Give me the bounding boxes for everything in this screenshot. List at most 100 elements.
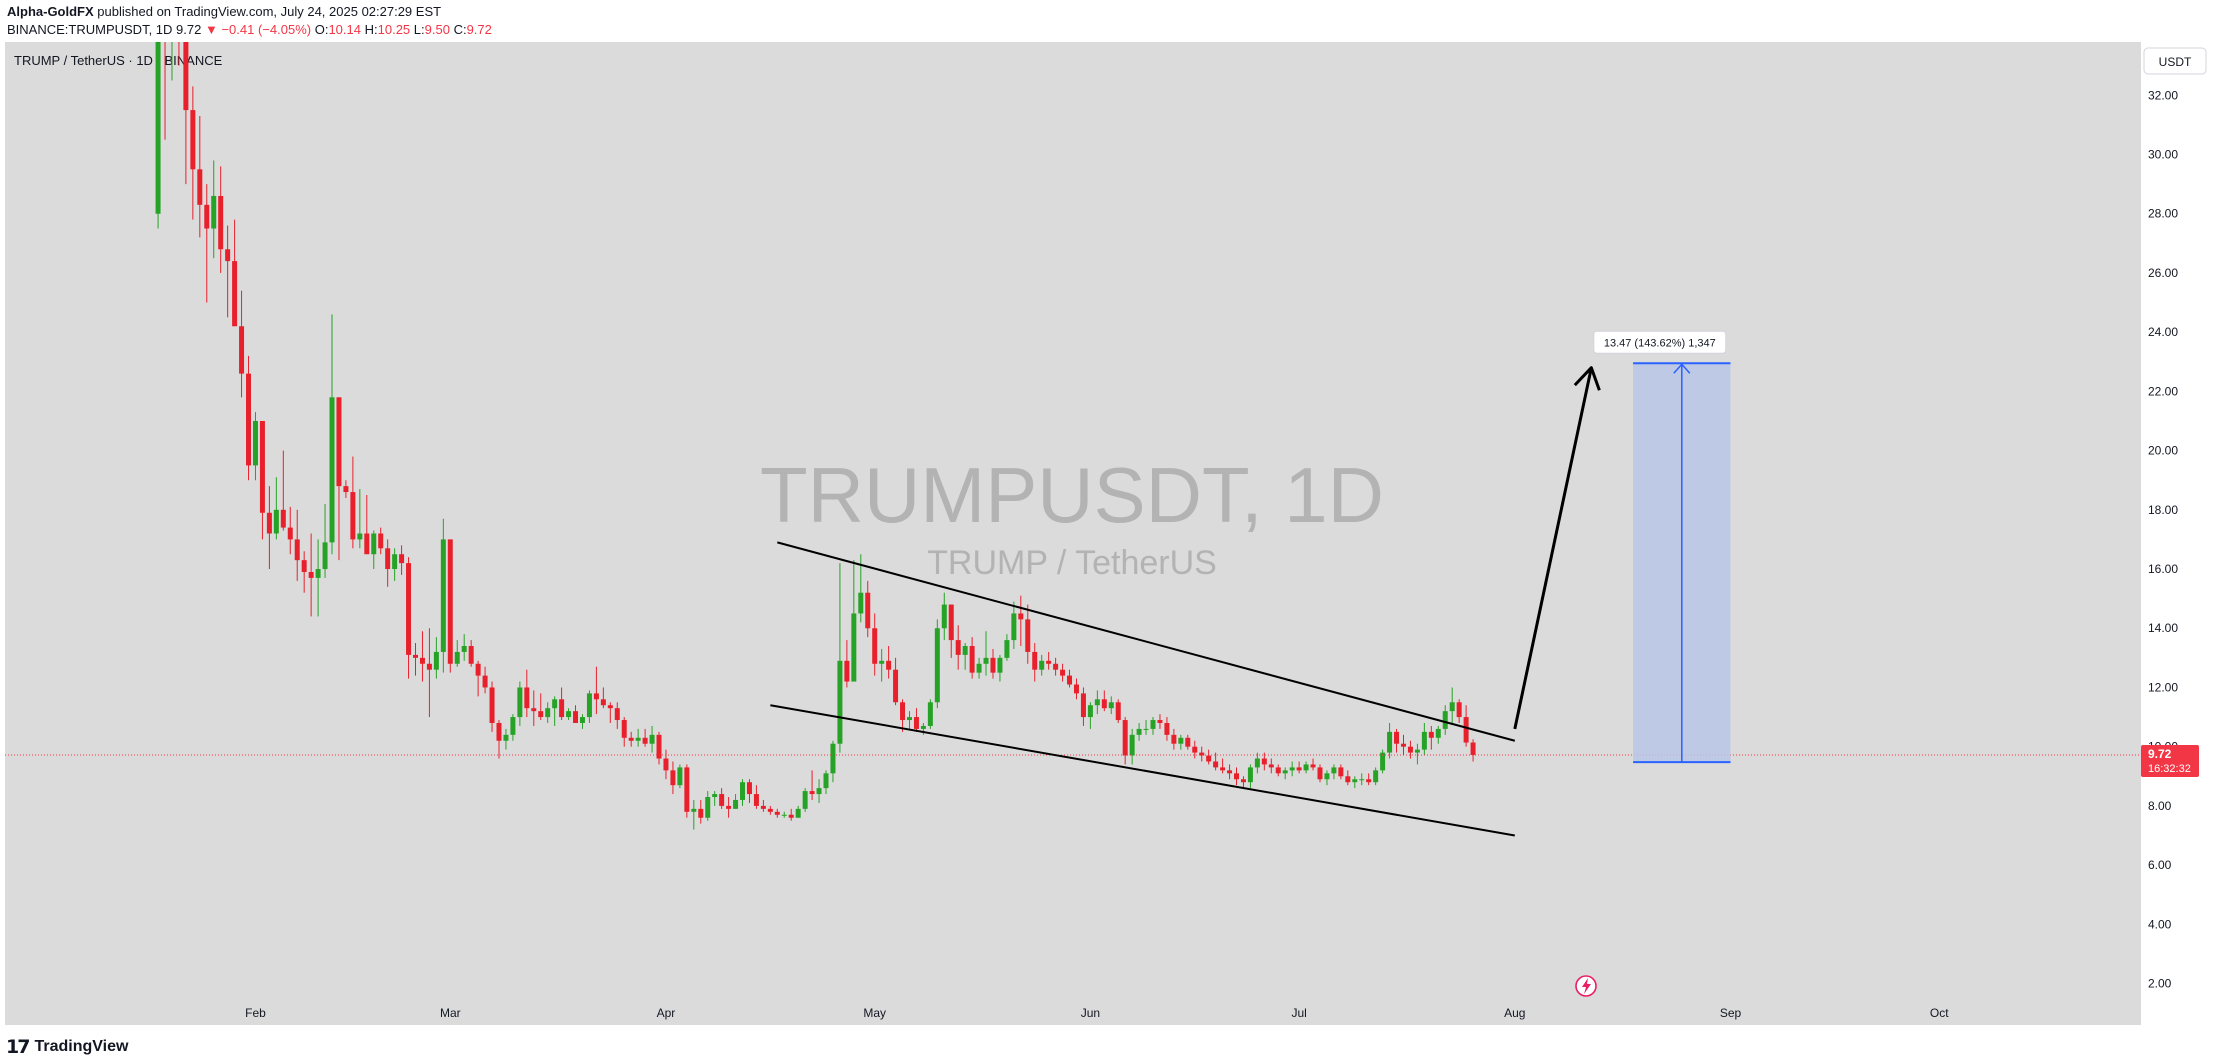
candle-body xyxy=(336,397,342,487)
candle-body xyxy=(350,492,356,540)
candle-body xyxy=(684,767,690,812)
candle xyxy=(1400,734,1406,756)
candle xyxy=(364,495,370,555)
candle-body xyxy=(440,539,446,652)
candle xyxy=(378,527,384,555)
candle xyxy=(1157,714,1163,729)
candle xyxy=(183,42,189,185)
tradingview-logo[interactable]: 17 TradingView xyxy=(6,1036,128,1058)
y-tick-label: 20.00 xyxy=(2148,444,2178,458)
candle xyxy=(1428,725,1434,750)
candle-body xyxy=(1206,755,1212,762)
watermark-subtitle: TRUMP / TetherUS xyxy=(927,544,1217,582)
bolt-icon[interactable] xyxy=(1575,975,1597,997)
candle-body xyxy=(524,687,530,709)
candle xyxy=(350,456,356,549)
y-tick-label: 30.00 xyxy=(2148,148,2178,162)
candle xyxy=(204,184,210,303)
candle xyxy=(879,648,885,682)
candle xyxy=(322,503,328,578)
candle xyxy=(997,654,1003,682)
candle-body xyxy=(1380,752,1386,771)
candle xyxy=(1254,752,1260,774)
price-axis[interactable] xyxy=(2141,42,2213,1025)
tradingview-logo-icon[interactable]: 17 xyxy=(6,1036,30,1058)
candle-body xyxy=(1011,613,1017,641)
candle xyxy=(503,728,509,750)
candle-body xyxy=(531,708,537,712)
candle xyxy=(357,489,363,549)
y-tick-label: 16.00 xyxy=(2148,562,2178,576)
candle-body xyxy=(1261,758,1267,765)
candle xyxy=(1185,734,1191,750)
candle-body xyxy=(406,563,412,655)
currency-label[interactable]: USDT xyxy=(2159,55,2192,69)
candle-body xyxy=(538,711,544,718)
time-axis[interactable] xyxy=(5,1025,2141,1055)
currency-button-box[interactable] xyxy=(2143,47,2207,75)
candle xyxy=(392,548,398,581)
candle-body xyxy=(705,797,711,818)
candle-body xyxy=(976,663,982,673)
candle xyxy=(1192,740,1198,759)
open-label: O: xyxy=(314,22,329,37)
bolt-icon-glyph[interactable] xyxy=(1582,978,1591,994)
candle-body xyxy=(837,660,843,744)
candle-body xyxy=(698,808,704,818)
candle-body xyxy=(1073,684,1079,694)
candle-body xyxy=(906,717,912,721)
tradingview-wordmark[interactable]: TradingView xyxy=(34,1038,129,1055)
candle-body xyxy=(1352,779,1358,783)
candle xyxy=(489,681,495,732)
candle-body xyxy=(1414,749,1420,753)
candle-body xyxy=(204,204,210,229)
candle xyxy=(1247,764,1253,789)
candle xyxy=(1025,604,1031,664)
candle xyxy=(190,86,196,220)
candle xyxy=(559,687,565,721)
candle xyxy=(287,506,293,555)
projection-arrow-shaft xyxy=(1513,367,1593,730)
candle xyxy=(308,533,314,617)
candle-body xyxy=(482,675,488,688)
candle xyxy=(976,657,982,679)
candle-body xyxy=(614,708,620,721)
candle-body xyxy=(1435,728,1441,738)
author-name[interactable]: Alpha-GoldFX xyxy=(7,4,94,19)
candle-body xyxy=(740,782,746,800)
candle-body xyxy=(927,702,933,726)
candle xyxy=(197,116,203,238)
candle-body xyxy=(865,592,871,629)
candle xyxy=(900,699,906,732)
x-tick-label: Oct xyxy=(1930,1006,1949,1020)
candle-body xyxy=(670,770,676,786)
candle xyxy=(830,740,836,783)
candle-body xyxy=(1345,776,1351,783)
candle xyxy=(1387,722,1393,759)
x-tick-label: Aug xyxy=(1504,1006,1525,1020)
candle-body xyxy=(454,651,460,664)
candle-body xyxy=(1178,737,1184,744)
candle-body xyxy=(997,657,1003,673)
candle-body xyxy=(726,805,732,809)
candle-body xyxy=(371,533,377,555)
candle xyxy=(225,225,231,318)
candle-body xyxy=(649,734,655,744)
candle-body xyxy=(809,791,815,795)
publish-info: published on TradingView.com, July 24, 2… xyxy=(97,4,442,19)
candle-body xyxy=(816,788,822,795)
candle xyxy=(1122,717,1128,765)
candle-body xyxy=(503,734,509,741)
candle xyxy=(767,805,773,815)
candle-body xyxy=(733,799,739,809)
candle xyxy=(1087,702,1093,729)
candle xyxy=(746,779,752,803)
currency-button[interactable]: USDT xyxy=(2143,47,2207,75)
candle-body xyxy=(385,548,391,570)
candle xyxy=(872,613,878,676)
candle xyxy=(1414,743,1420,765)
trendline xyxy=(777,541,1516,742)
candle-body xyxy=(322,542,328,570)
candle-body xyxy=(273,509,279,534)
